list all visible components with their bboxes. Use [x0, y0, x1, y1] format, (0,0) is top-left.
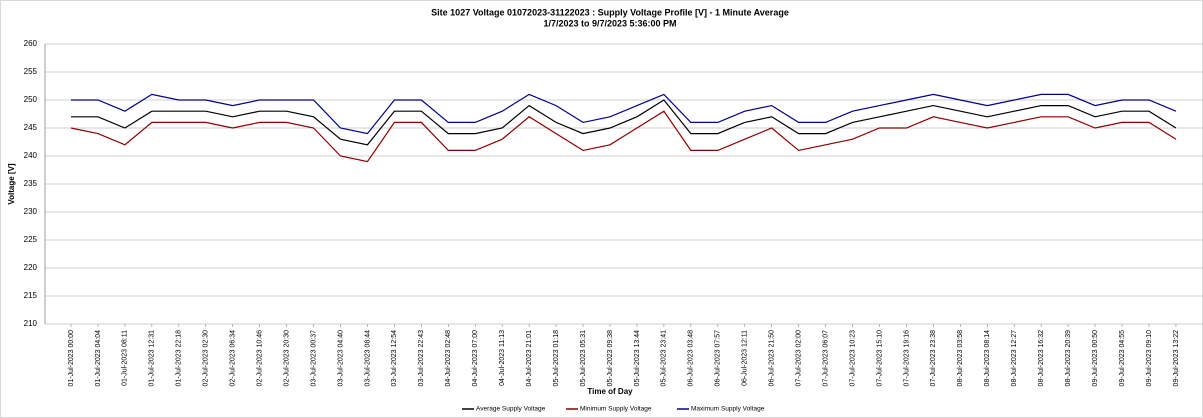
x-tick-label: 05-Jul-2023 13:44: [634, 330, 641, 387]
x-tick-label: 02-Jul-2023 10:46: [256, 330, 263, 387]
x-tick-label: 09-Jul-2023 00:50: [1092, 330, 1099, 387]
x-tick-label: 03-Jul-2023 12:54: [391, 330, 398, 387]
y-axis-label: Voltage [V]: [7, 163, 16, 205]
x-tick-label: 03-Jul-2023 22:43: [418, 330, 425, 387]
x-tick-label: 08-Jul-2023 12:27: [1011, 330, 1018, 387]
x-tick-label: 08-Jul-2023 08:14: [984, 330, 991, 387]
x-tick-label: 02-Jul-2023 20:30: [283, 330, 290, 387]
legend-label: Average Supply Voltage: [476, 406, 546, 413]
y-tick-label: 215: [24, 291, 38, 300]
x-tick-label: 05-Jul-2023 09:38: [607, 330, 614, 387]
y-tick-label: 210: [24, 319, 38, 328]
x-tick-label: 01-Jul-2023 00:00: [68, 330, 75, 387]
x-tick-label: 02-Jul-2023 02:30: [203, 330, 210, 387]
x-tick-label: 04-Jul-2023 21:01: [526, 330, 533, 387]
y-tick-label: 240: [24, 151, 38, 160]
x-tick-label: 02-Jul-2023 06:34: [230, 330, 237, 387]
x-tick-label: 09-Jul-2023 09:10: [1146, 330, 1153, 387]
x-tick-label: 01-Jul-2023 04:04: [95, 330, 102, 387]
x-tick-label: 01-Jul-2023 08:11: [122, 330, 129, 386]
y-tick-label: 230: [24, 207, 38, 216]
x-tick-label: 08-Jul-2023 03:58: [957, 330, 964, 387]
x-tick-label: 07-Jul-2023 15:10: [876, 330, 883, 387]
x-tick-label: 06-Jul-2023 12:11: [742, 330, 749, 386]
x-tick-label: 09-Jul-2023 04:55: [1119, 330, 1126, 387]
x-tick-label: 04-Jul-2023 11:13: [499, 330, 506, 386]
series-line: [71, 99, 1177, 146]
x-tick-label: 07-Jul-2023 06:07: [822, 330, 829, 387]
x-tick-label: 01-Jul-2023 12:31: [149, 330, 156, 387]
x-tick-label: 07-Jul-2023 23:38: [930, 330, 937, 387]
series-line: [71, 93, 1177, 135]
y-tick-label: 235: [24, 179, 38, 188]
x-tick-label: 06-Jul-2023 07:57: [715, 330, 722, 387]
x-tick-label: 03-Jul-2023 04:40: [337, 330, 344, 387]
series-line: [70, 110, 1177, 163]
x-tick-label: 07-Jul-2023 19:16: [903, 330, 910, 387]
legend-label: Maximum Supply Voltage: [691, 406, 765, 413]
y-tick-label: 245: [24, 123, 38, 132]
x-tick-label: 03-Jul-2023 00:37: [310, 330, 317, 387]
x-tick-label: 07-Jul-2023 10:23: [849, 330, 856, 387]
x-tick-label: 07-Jul-2023 02:00: [795, 330, 802, 387]
x-tick-label: 04-Jul-2023 07:00: [472, 330, 479, 387]
x-tick-label: 06-Jul-2023 21:50: [769, 330, 776, 387]
x-tick-label: 08-Jul-2023 20:39: [1065, 330, 1072, 387]
x-tick-label: 03-Jul-2023 08:44: [364, 330, 371, 387]
legend-label: Minimum Supply Voltage: [580, 406, 652, 413]
y-tick-label: 260: [24, 39, 38, 48]
x-tick-label: 05-Jul-2023 23:41: [661, 330, 668, 387]
x-axis-label: Time of Day: [587, 387, 633, 396]
x-tick-label: 08-Jul-2023 16:32: [1038, 330, 1045, 387]
x-tick-label: 05-Jul-2023 01:18: [553, 330, 560, 387]
x-tick-label: 04-Jul-2023 02:48: [445, 330, 452, 387]
y-tick-label: 250: [24, 95, 38, 104]
y-tick-label: 225: [24, 235, 38, 244]
chart-subtitle: 1/7/2023 to 9/7/2023 5:36:00 PM: [543, 18, 676, 28]
x-tick-label: 05-Jul-2023 05:31: [580, 330, 587, 387]
x-tick-label: 09-Jul-2023 13:22: [1173, 330, 1180, 387]
chart-title: Site 1027 Voltage 01072023-31122023 : Su…: [431, 7, 789, 17]
x-tick-label: 01-Jul-2023 22:18: [176, 330, 183, 387]
y-tick-label: 255: [24, 67, 38, 76]
y-tick-label: 220: [24, 263, 38, 272]
x-tick-label: 06-Jul-2023 03:48: [688, 330, 695, 387]
